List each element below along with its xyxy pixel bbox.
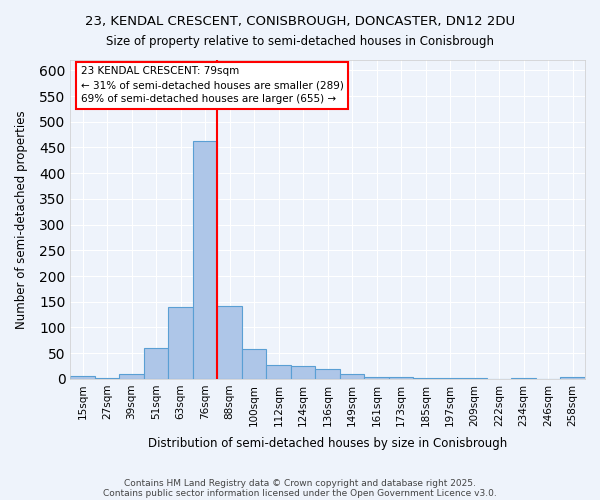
Bar (70, 376, 95, 379)
Bar (291, 366, 316, 379)
Bar (364, 377, 389, 379)
Bar (438, 378, 463, 379)
Bar (560, 378, 585, 379)
Text: 23 KENDAL CRESCENT: 79sqm
← 31% of semi-detached houses are smaller (289)
69% of: 23 KENDAL CRESCENT: 79sqm ← 31% of semi-… (80, 66, 344, 104)
Bar (119, 374, 144, 379)
Bar (389, 378, 413, 379)
Y-axis label: Number of semi-detached properties: Number of semi-detached properties (15, 110, 28, 329)
Bar (169, 307, 193, 379)
Text: 23, KENDAL CRESCENT, CONISBROUGH, DONCASTER, DN12 2DU: 23, KENDAL CRESCENT, CONISBROUGH, DONCAS… (85, 15, 515, 28)
Bar (95, 378, 119, 379)
Bar (316, 369, 340, 379)
Text: Size of property relative to semi-detached houses in Conisbrough: Size of property relative to semi-detach… (106, 35, 494, 48)
Bar (266, 365, 291, 379)
Bar (242, 349, 266, 379)
Bar (463, 378, 487, 379)
Text: Contains public sector information licensed under the Open Government Licence v3: Contains public sector information licen… (103, 488, 497, 498)
Bar (413, 378, 438, 379)
X-axis label: Distribution of semi-detached houses by size in Conisbrough: Distribution of semi-detached houses by … (148, 437, 507, 450)
Bar (144, 348, 169, 379)
Bar (511, 378, 536, 379)
Bar (217, 306, 242, 379)
Bar (340, 374, 364, 379)
Bar (193, 141, 217, 379)
Text: Contains HM Land Registry data © Crown copyright and database right 2025.: Contains HM Land Registry data © Crown c… (124, 478, 476, 488)
